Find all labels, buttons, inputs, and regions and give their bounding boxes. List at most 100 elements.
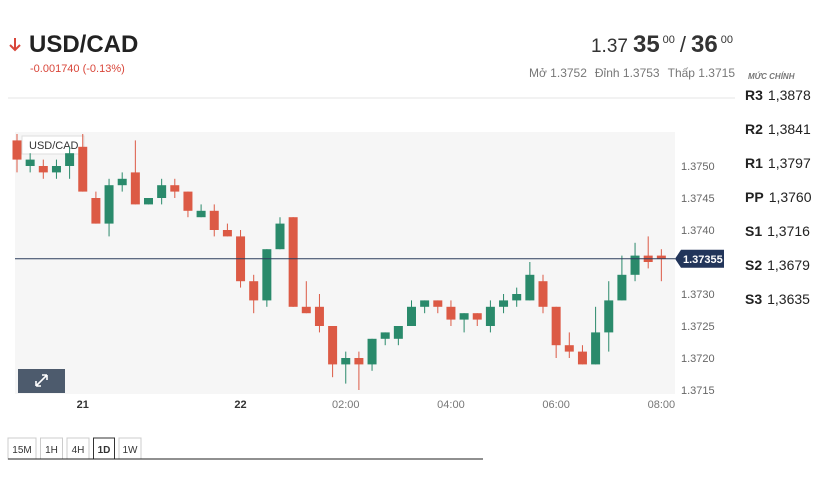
- y-tick-label: 1.3720: [681, 353, 715, 365]
- pivot-label: R1: [745, 155, 763, 171]
- candle-body: [591, 332, 601, 365]
- timeframe-label[interactable]: 4H: [72, 445, 85, 456]
- candle-body: [288, 217, 298, 307]
- pivot-label: S3: [745, 291, 762, 307]
- y-tick-label: 1.3750: [681, 161, 715, 173]
- candle-body: [393, 326, 403, 339]
- candle-body: [380, 332, 390, 339]
- pivot-value: 1,3679: [767, 257, 810, 273]
- pivot-value: 1,3841: [768, 121, 811, 137]
- pivot-row: R1 1,3797: [745, 155, 811, 171]
- candle-body: [130, 172, 140, 205]
- candle-body: [604, 300, 614, 333]
- pivot-value: 1,3878: [768, 87, 811, 103]
- plot-area: [15, 132, 675, 394]
- bid-big: 1.37: [591, 36, 628, 57]
- candle-body: [485, 306, 495, 326]
- timeframe-bar: 15M 1H 4H 1D 1W: [7, 437, 142, 460]
- separator: /: [680, 32, 687, 57]
- candle-body: [25, 159, 35, 166]
- candle-body: [512, 294, 522, 301]
- bid-pips: 35: [633, 31, 660, 58]
- candle-body: [499, 300, 509, 307]
- candle-body: [433, 300, 443, 307]
- candle-body: [525, 274, 535, 301]
- candle-body: [420, 300, 430, 307]
- candle-body: [577, 351, 587, 365]
- candle-body: [341, 358, 351, 365]
- pivot-value: 1,3797: [768, 155, 811, 171]
- candle-body: [183, 191, 193, 211]
- candle-body: [157, 185, 167, 198]
- candle-body: [301, 306, 311, 314]
- timeframe-label[interactable]: 15M: [12, 445, 31, 456]
- ask-fraction: 00: [721, 34, 733, 46]
- pivot-row: S1 1,3716: [745, 223, 810, 239]
- stat-open: Mở 1.3752: [529, 66, 587, 80]
- timeframe-label[interactable]: 1D: [98, 445, 111, 456]
- candle-body: [472, 313, 482, 320]
- pivot-value: 1,3760: [769, 189, 812, 205]
- chart-label-box: [21, 135, 85, 155]
- candle-body: [630, 255, 640, 275]
- pivot-row: S3 1,3635: [745, 291, 810, 307]
- pivot-label: PP: [745, 189, 764, 205]
- candle-body: [446, 306, 456, 320]
- candle-body: [78, 146, 88, 192]
- pivot-row: PP 1,3760: [745, 189, 812, 205]
- pivot-row: R3 1,3878: [745, 87, 811, 103]
- candle-body: [222, 230, 232, 237]
- pivot-label: S1: [745, 223, 762, 239]
- candle-body: [564, 345, 574, 352]
- y-tick-label: 1.3740: [681, 225, 715, 237]
- candle-body: [262, 249, 272, 301]
- candle-body: [314, 306, 324, 326]
- timeframe-label[interactable]: 1H: [45, 445, 58, 456]
- x-tick-label: 04:00: [437, 399, 465, 411]
- x-tick-label: 06:00: [542, 399, 570, 411]
- candle-body: [249, 281, 259, 301]
- pivot-label: R2: [745, 121, 763, 137]
- candle-body: [617, 274, 627, 301]
- candle-body: [551, 306, 561, 346]
- bid-fraction: 00: [663, 34, 675, 46]
- pivot-row: R2 1,3841: [745, 121, 811, 137]
- candle-body: [12, 140, 22, 160]
- x-tick-label: 21: [77, 399, 89, 411]
- candle-body: [328, 326, 338, 365]
- candle-body: [65, 153, 75, 166]
- pivots: R3 1,3878 R2 1,3841 R1 1,3797 PP 1,3760 S1 1,3716…: [745, 87, 812, 307]
- pivot-row: S2 1,3679: [745, 257, 810, 273]
- y-tick-label: 1.3715: [681, 385, 715, 397]
- candle-body: [209, 210, 219, 230]
- y-tick-label: 1.3725: [681, 321, 715, 333]
- pivot-value: 1,3716: [767, 223, 810, 239]
- candle-body: [91, 198, 101, 224]
- candle-body: [51, 166, 61, 173]
- x-tick-label: 22: [234, 399, 246, 411]
- symbol: USD/CAD: [29, 31, 138, 58]
- candle-body: [117, 178, 127, 186]
- stat-high: Đỉnh 1.3753: [595, 66, 660, 80]
- expand-button[interactable]: [18, 369, 65, 393]
- candle-body: [196, 210, 206, 218]
- ask-pips: 36: [691, 31, 718, 58]
- chart-label: USD/CAD: [29, 140, 79, 152]
- change: -0.001740 (-0.13%): [30, 63, 125, 75]
- x-tick-label: 02:00: [332, 399, 360, 411]
- x-tick-label: 08:00: [648, 399, 676, 411]
- candles: [12, 134, 666, 390]
- candle-body: [367, 338, 377, 365]
- y-tick-label: 1.3745: [681, 193, 715, 205]
- pivot-label: S2: [745, 257, 762, 273]
- candle-body: [144, 198, 153, 205]
- pivot-value: 1,3635: [767, 291, 810, 307]
- pivots-title: MỨC CHÍNH: [748, 72, 795, 81]
- timeframe-label[interactable]: 1W: [123, 445, 139, 456]
- candle-body: [170, 185, 180, 192]
- candle-body: [656, 255, 666, 259]
- candle-body: [275, 223, 285, 250]
- candle-body: [407, 306, 416, 326]
